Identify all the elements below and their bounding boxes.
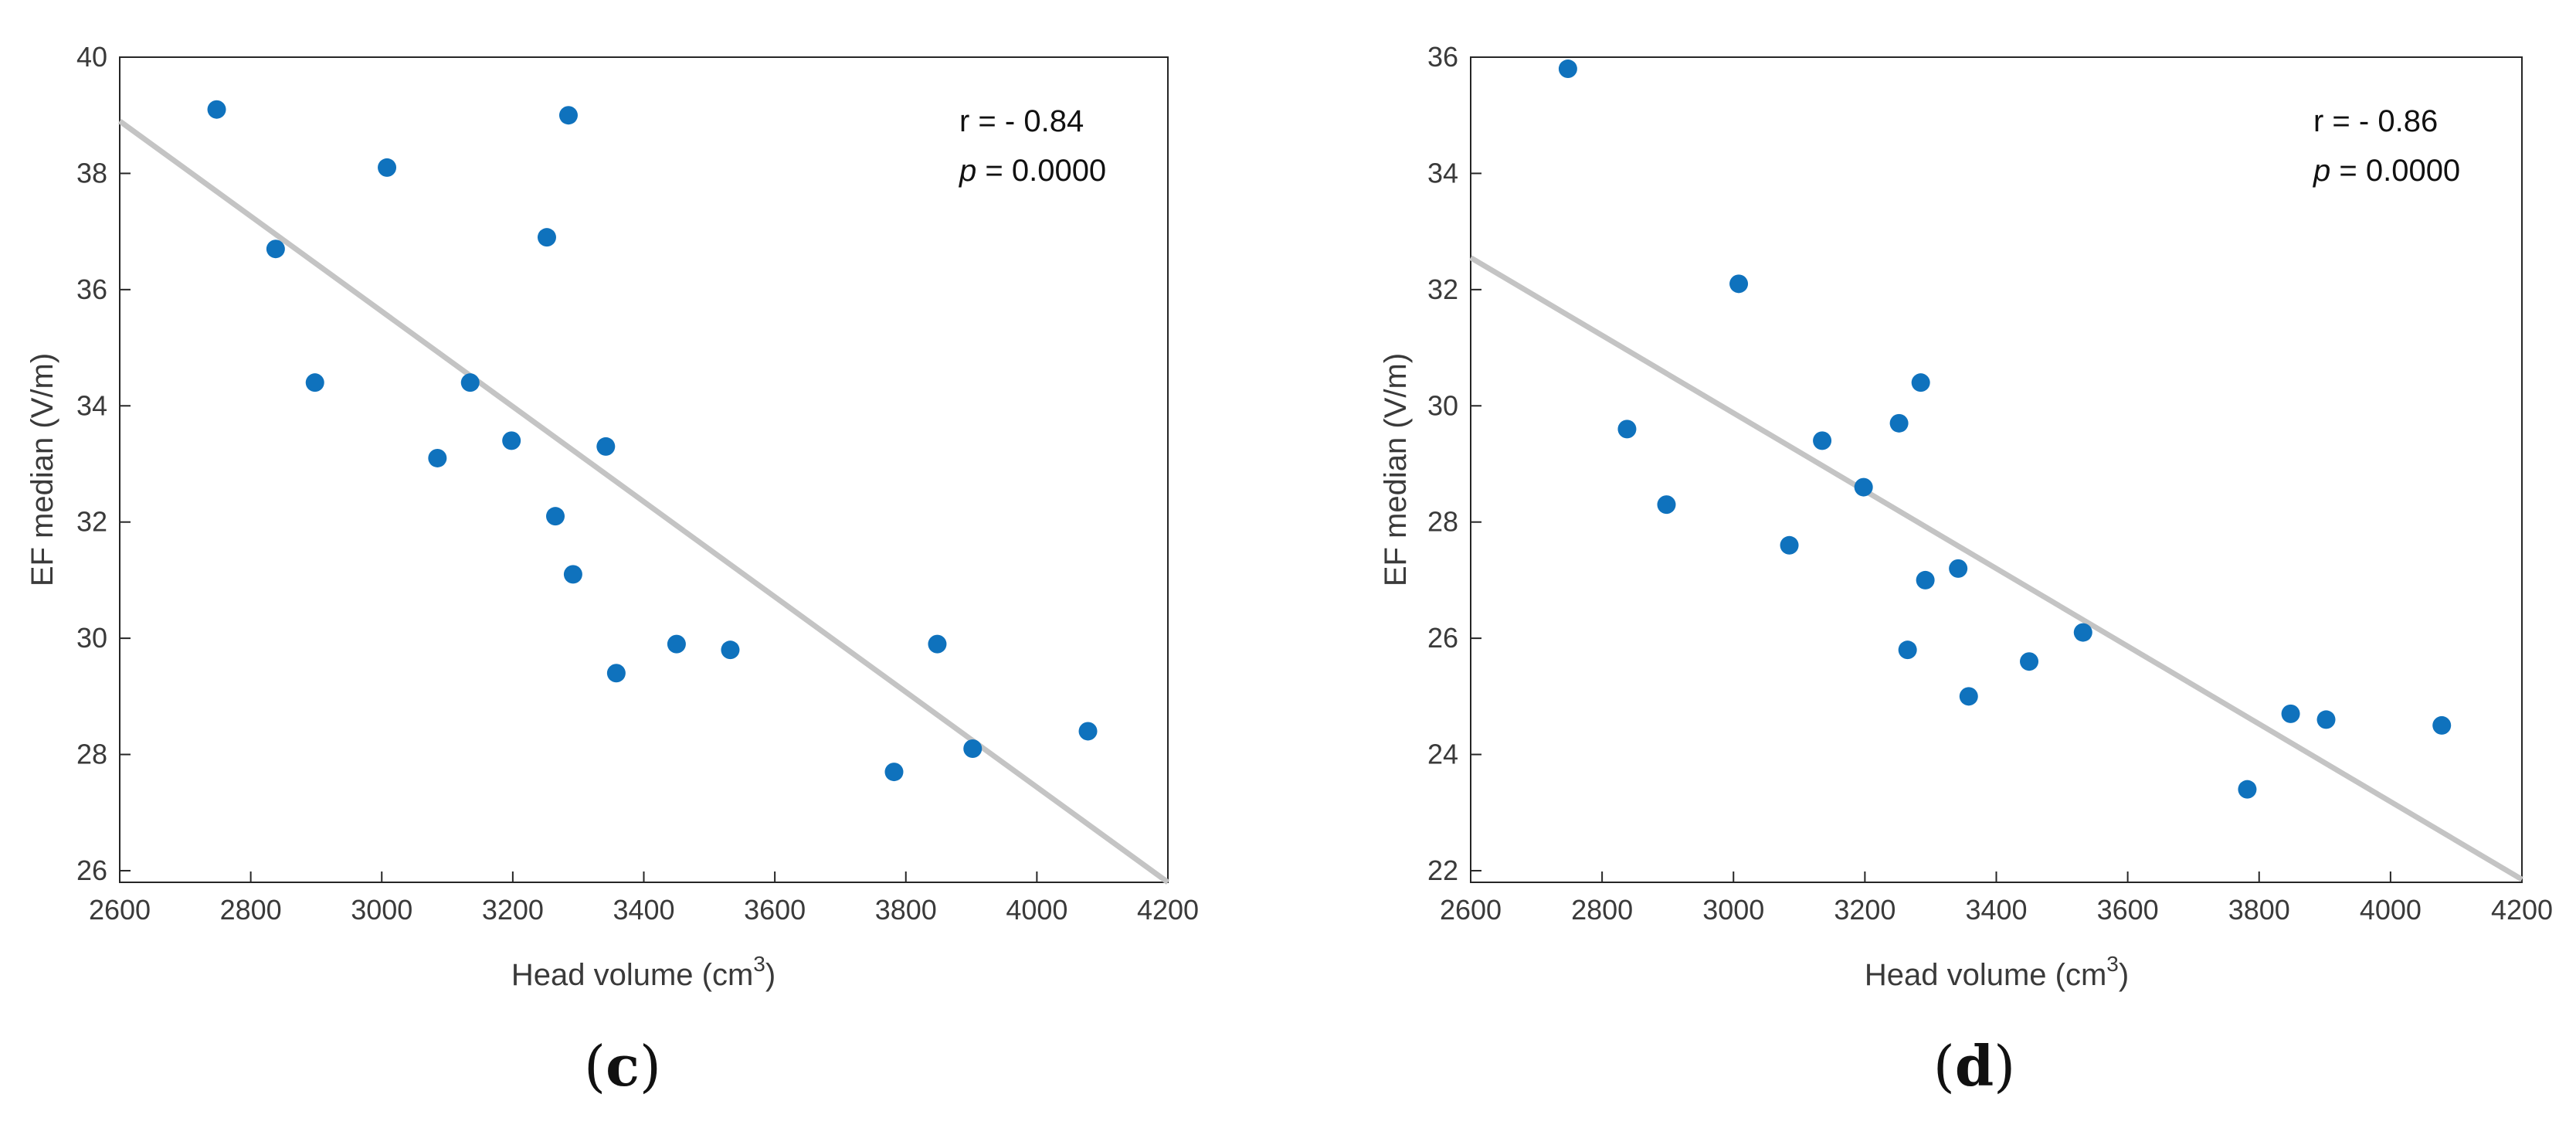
r-annotation-d: r = - 0.86 [2313,104,2438,138]
data-point-c [558,106,578,125]
x-tick-label-d: 3400 [1965,894,2027,926]
data-point-c [537,228,556,247]
y-tick-label-c: 34 [76,389,107,421]
data-point-c [606,664,626,683]
fit-line-d [1469,255,2523,882]
data-point-c [884,763,904,782]
data-point-c [207,100,226,119]
y-tick-label-c: 32 [76,506,107,538]
data-point-d [1558,59,1577,79]
panel-c: 2600 2800 3000 3200 3400 3600 3800 4000 4200 262… [25,41,1199,1099]
x-tick-label-c: 2600 [89,894,151,926]
x-tick-label-c: 2800 [220,894,282,926]
y-tick-label-d: 32 [1427,274,1458,305]
p-annotation-c: p = 0.0000 [959,154,1106,188]
data-point-d [2432,715,2452,735]
data-point-c [596,437,616,456]
x-tick-label-c: 3000 [351,894,412,926]
x-ticks-d: 2600 2800 3000 3200 3400 3600 3800 4000 4200 [1440,871,2553,926]
data-point-c [378,158,397,177]
y-tick-label-c: 40 [76,41,107,73]
p-annotation-d: p = 0.0000 [2313,154,2460,188]
y-tick-label-d: 24 [1427,739,1458,770]
data-point-c [460,373,480,392]
data-point-d [1949,559,1968,578]
x-axis-label-c: Head volume (cm3) [511,952,776,992]
x-tick-label-c: 3200 [482,894,544,926]
data-point-d [1617,420,1637,439]
x-tick-label-d: 4000 [2360,894,2422,926]
data-point-d [1911,373,1930,392]
r-annotation-c: r = - 0.84 [959,104,1084,138]
y-ticks-d: 22 24 26 28 30 32 34 36 [1427,41,1481,886]
data-point-d [1898,640,1917,660]
p-symbol-d: p [2313,154,2330,188]
y-axis-label-d: EF median (V/m) [1379,353,1413,586]
data-point-c [963,739,983,759]
y-tick-label-d: 36 [1427,41,1458,73]
x-tick-label-d: 3200 [1834,894,1896,926]
data-point-c [305,373,324,392]
data-point-d [1916,570,1935,589]
y-tick-label-d: 28 [1427,506,1458,538]
x-ticks-c: 2600 2800 3000 3200 3400 3600 3800 4000 4200 [89,871,1199,926]
data-point-d [1657,495,1676,515]
plot-area-c [119,56,1169,883]
data-point-c [563,565,582,584]
x-tick-label-c: 4200 [1137,894,1199,926]
data-point-d [1813,431,1832,450]
y-tick-label-c: 30 [76,622,107,654]
y-tick-label-d: 34 [1427,157,1458,189]
x-tick-label-d: 2800 [1571,894,1633,926]
data-point-d [1729,274,1749,294]
x-tick-label-c: 3800 [875,894,937,926]
data-point-d [1889,413,1909,433]
points-c [207,100,1098,782]
data-point-c [721,640,740,660]
data-point-c [266,240,285,259]
panel-d: 2600 2800 3000 3200 3400 3600 3800 4000 4200 222… [1379,41,2553,1099]
data-point-c [1078,722,1098,741]
data-point-d [1854,477,1873,497]
panel-label-d: (d) [1933,1033,2016,1099]
y-ticks-c: 26 28 30 32 34 36 38 40 [76,41,131,886]
data-point-c [667,634,686,654]
points-d [1558,59,2452,799]
p-value-d: = 0.0000 [2330,154,2460,188]
plot-area-d [1470,56,2523,883]
panel-label-c: (c) [584,1033,661,1099]
x-tick-label-c: 3600 [744,894,806,926]
x-tick-label-d: 4200 [2491,894,2553,926]
data-point-d [1959,687,1978,706]
data-point-c [928,634,947,654]
y-axis-label-c: EF median (V/m) [25,353,59,586]
p-value-c: = 0.0000 [976,154,1106,188]
y-tick-label-c: 38 [76,157,107,189]
x-tick-label-d: 3000 [1702,894,1764,926]
y-tick-label-d: 26 [1427,622,1458,654]
y-tick-label-c: 26 [76,854,107,886]
data-point-d [2281,704,2300,723]
data-point-c [428,448,447,467]
y-tick-label-c: 36 [76,274,107,305]
y-tick-label-c: 28 [76,739,107,770]
data-point-c [502,431,521,450]
fit-line-c [117,118,1170,885]
p-symbol-c: p [959,154,976,188]
x-tick-label-d: 3600 [2097,894,2159,926]
data-point-d [2020,652,2039,671]
x-axis-label-d: Head volume (cm3) [1865,952,2129,992]
y-tick-label-d: 22 [1427,854,1458,886]
data-point-d [2316,710,2336,729]
y-tick-label-d: 30 [1427,389,1458,421]
data-point-c [546,507,565,526]
data-point-d [1780,535,1799,555]
data-point-d [2073,623,2092,642]
data-point-d [2238,780,2257,799]
x-tick-label-d: 2600 [1440,894,1502,926]
x-tick-label-c: 3400 [613,894,674,926]
x-tick-label-c: 4000 [1006,894,1067,926]
x-tick-label-d: 3800 [2228,894,2290,926]
